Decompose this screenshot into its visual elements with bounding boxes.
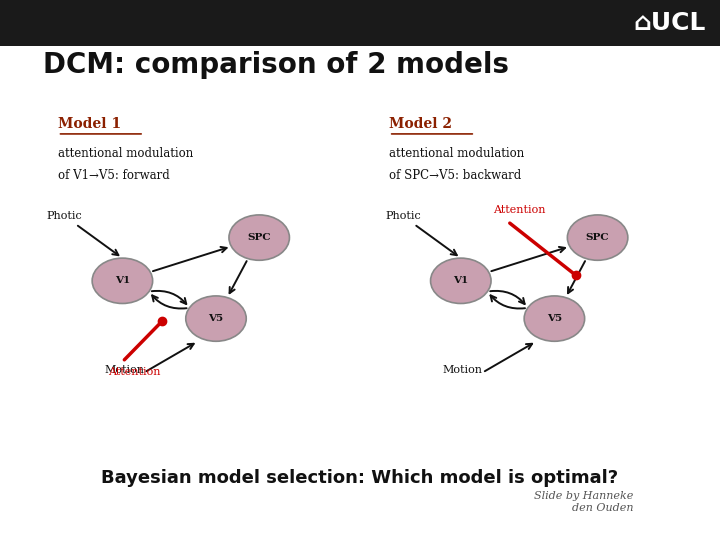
Text: DCM: comparison of 2 models: DCM: comparison of 2 models — [43, 51, 509, 79]
Circle shape — [186, 296, 246, 341]
Circle shape — [567, 215, 628, 260]
Circle shape — [431, 258, 491, 303]
Circle shape — [229, 215, 289, 260]
Text: Model 2: Model 2 — [389, 117, 452, 131]
Text: Photic: Photic — [385, 211, 421, 221]
Text: V5: V5 — [208, 314, 224, 323]
Text: Bayesian model selection: Which model is optimal?: Bayesian model selection: Which model is… — [102, 469, 618, 487]
Text: attentional modulation: attentional modulation — [389, 147, 524, 160]
Text: of SPC→V5: backward: of SPC→V5: backward — [389, 169, 521, 182]
Text: SPC: SPC — [248, 233, 271, 242]
Text: V1: V1 — [114, 276, 130, 285]
Text: Slide by Hanneke
den Ouden: Slide by Hanneke den Ouden — [534, 491, 634, 513]
Circle shape — [92, 258, 153, 303]
Text: Attention: Attention — [108, 367, 161, 377]
Text: attentional modulation: attentional modulation — [58, 147, 193, 160]
Circle shape — [524, 296, 585, 341]
Text: Model 1: Model 1 — [58, 117, 121, 131]
Text: Motion: Motion — [443, 364, 483, 375]
FancyBboxPatch shape — [0, 0, 720, 46]
Text: ⌂UCL: ⌂UCL — [634, 11, 706, 35]
Text: SPC: SPC — [586, 233, 609, 242]
Text: Photic: Photic — [47, 211, 83, 221]
Text: V1: V1 — [453, 276, 469, 285]
Text: Attention: Attention — [493, 205, 546, 215]
Text: Motion: Motion — [104, 364, 145, 375]
Text: of V1→V5: forward: of V1→V5: forward — [58, 169, 169, 182]
Text: V5: V5 — [546, 314, 562, 323]
